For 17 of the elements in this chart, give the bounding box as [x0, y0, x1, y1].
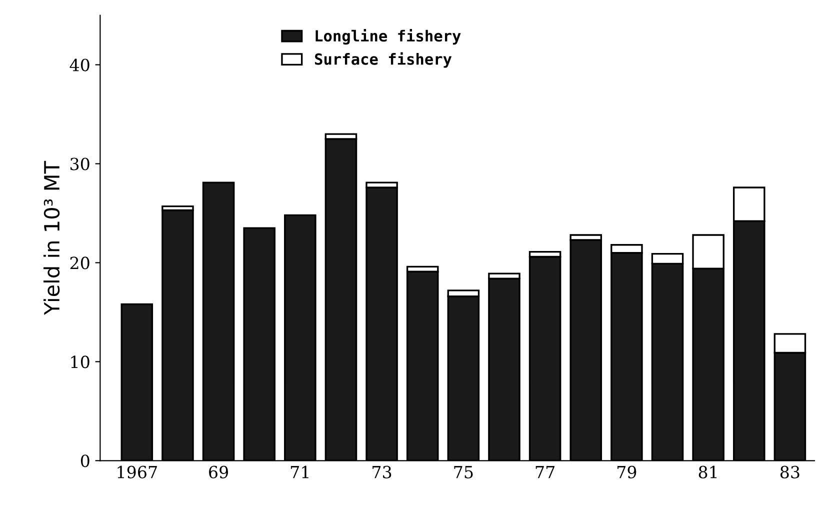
- legend-label: Surface fishery: [315, 52, 452, 68]
- y-tick-label: 30: [70, 158, 90, 170]
- x-tick-label: 79: [617, 466, 636, 478]
- x-tick-label: 69: [209, 466, 228, 478]
- x-tick-label: 71: [290, 466, 308, 478]
- x-tick-label: 73: [372, 466, 392, 478]
- y-tick-label: 10: [71, 356, 90, 368]
- x-tick-label: 83: [780, 466, 800, 478]
- x-tick-label: 75: [454, 466, 473, 478]
- x-tick-label: 77: [536, 466, 554, 478]
- y-tick-label: 40: [70, 58, 90, 72]
- y-axis-title: Yield in 10³ MT: [44, 160, 60, 316]
- y-tick-label: 0: [80, 454, 90, 468]
- x-tick-label: 81: [698, 466, 717, 478]
- x-tick-label: 1967: [118, 466, 157, 478]
- y-tick-label: 20: [70, 256, 90, 270]
- legend-label: Longline fishery: [316, 29, 461, 45]
